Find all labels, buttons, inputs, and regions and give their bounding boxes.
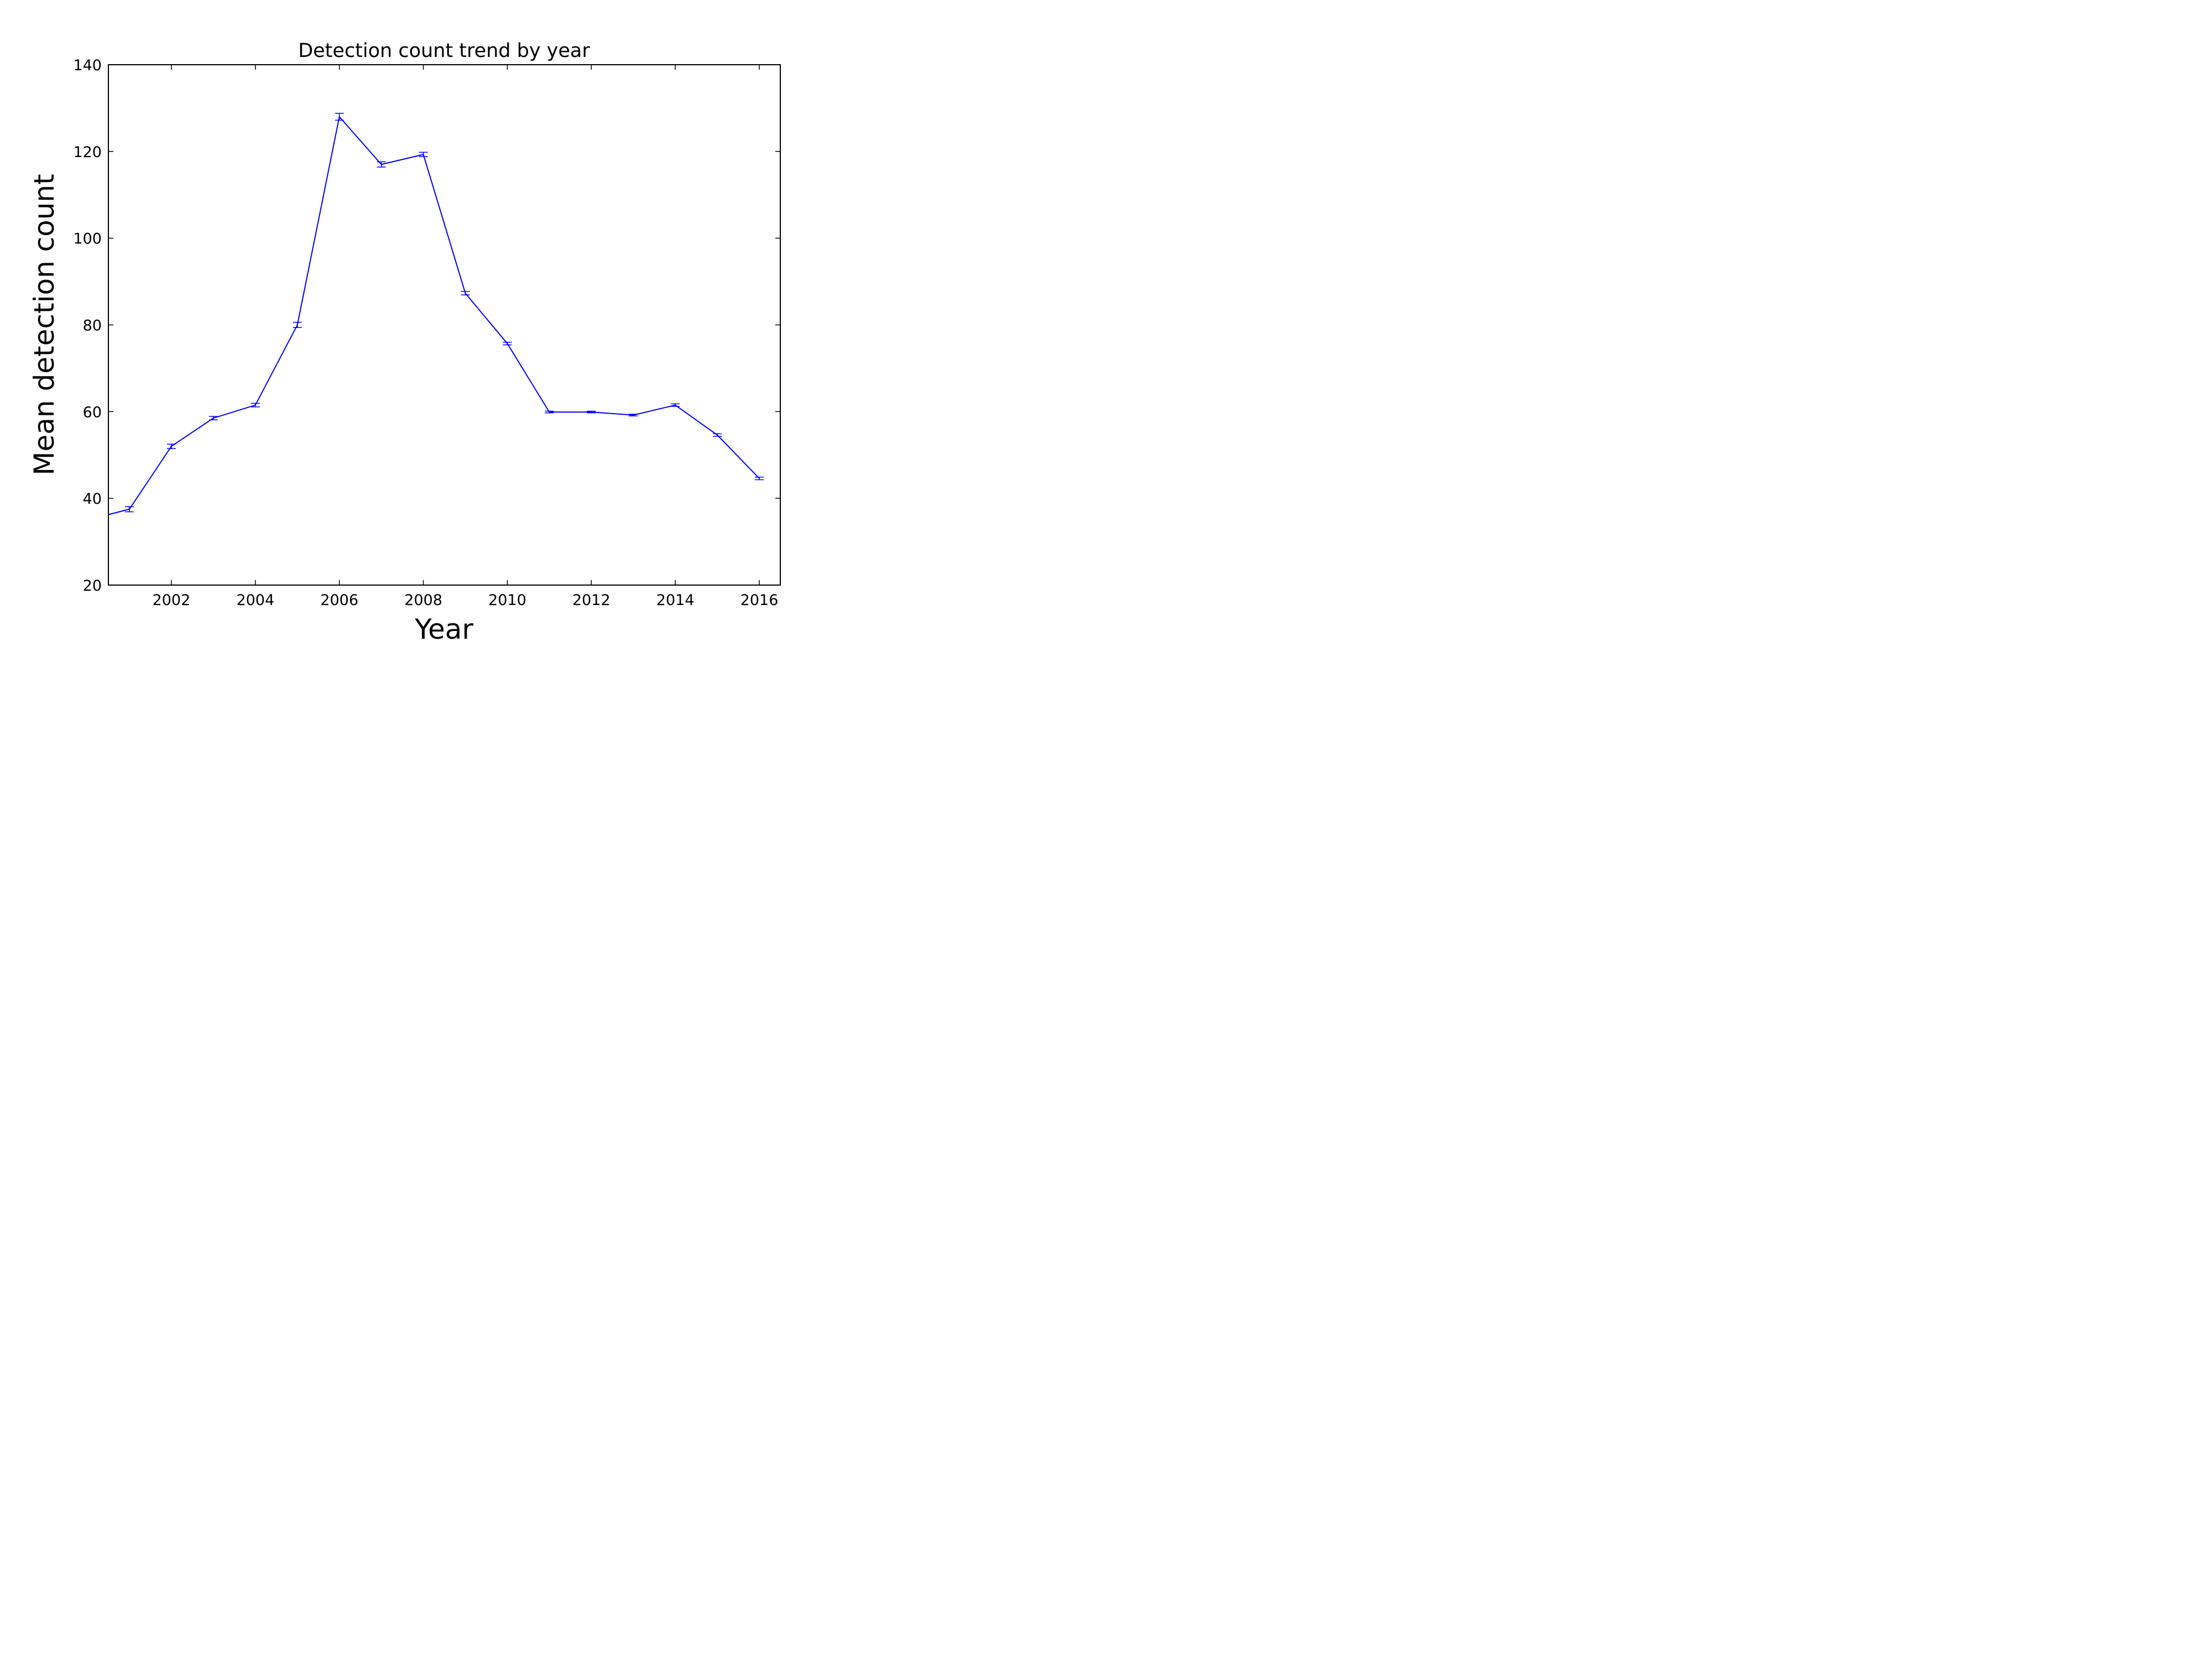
x-tick-label: 2002 <box>153 592 191 609</box>
y-tick-label: 100 <box>73 231 102 248</box>
y-tick-label: 140 <box>73 57 102 74</box>
error-bar <box>671 403 680 407</box>
error-bar <box>461 291 470 296</box>
error-bar <box>83 518 92 523</box>
error-bar <box>545 410 554 414</box>
axis-ticks: 2002 2004 2006 2008 2010 2012 2014 2016 20 40 60 80… <box>73 57 780 609</box>
error-bar <box>124 506 134 513</box>
x-tick-label: 2004 <box>236 592 274 609</box>
error-bar <box>419 152 428 157</box>
x-tick-label: 2012 <box>572 592 611 609</box>
y-tick-label: 60 <box>83 404 102 421</box>
x-tick-label: 2010 <box>488 592 526 609</box>
error-bar <box>503 342 512 346</box>
plot-frame <box>108 64 781 586</box>
chart-title: Detection count trend by year <box>298 40 590 62</box>
x-tick-label: 2008 <box>404 592 442 609</box>
x-tick-label: 2014 <box>656 592 695 609</box>
error-bar <box>335 113 344 121</box>
y-axis-label: Mean detection count <box>28 174 60 475</box>
error-bar <box>755 476 764 481</box>
series-layer <box>83 113 764 523</box>
error-bar <box>166 444 176 449</box>
error-bar <box>587 410 596 414</box>
error-bar <box>251 403 260 408</box>
x-axis-label: Year <box>414 613 473 643</box>
error-bar <box>377 161 386 168</box>
error-bar <box>293 322 302 328</box>
series-line <box>108 115 760 515</box>
y-tick-label: 40 <box>83 491 102 508</box>
x-tick-label: 2016 <box>740 592 779 609</box>
y-tick-label: 80 <box>83 317 102 335</box>
error-bar <box>208 416 218 420</box>
line-chart: Detection count trend by year 2002 2004 20… <box>28 40 781 643</box>
y-tick-label: 20 <box>83 577 102 594</box>
error-bar <box>629 414 638 416</box>
x-tick-label: 2006 <box>320 592 358 609</box>
error-bar <box>713 433 722 437</box>
y-tick-label: 120 <box>73 144 102 161</box>
